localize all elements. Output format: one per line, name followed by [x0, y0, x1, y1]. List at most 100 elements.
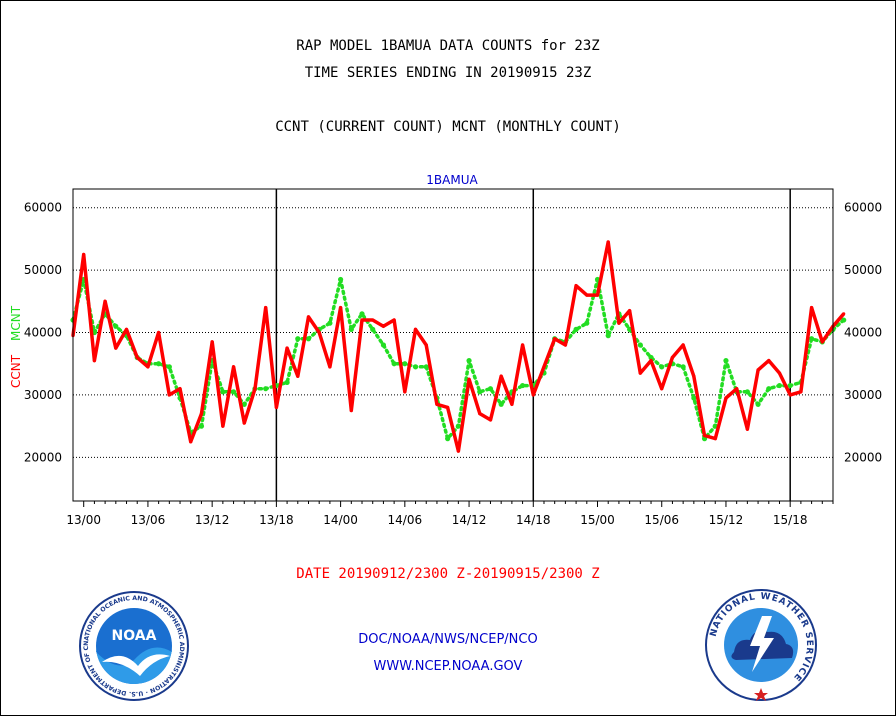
ccnt-point [124, 327, 129, 331]
mcnt-point [691, 395, 697, 401]
x-tick-label: 13/06 [131, 513, 166, 527]
chart-subtitle: CCNT (CURRENT COUNT) MCNT (MONTHLY COUNT… [275, 119, 621, 135]
y-axis-label-mcnt: MCNT [9, 305, 23, 341]
y-tick-label-right: 40000 [844, 326, 882, 340]
ccnt-point [595, 293, 600, 297]
ccnt-point [563, 343, 567, 347]
mcnt-point [402, 361, 408, 367]
ccnt-point [231, 365, 236, 369]
mcnt-point [776, 382, 783, 389]
mcnt-point [305, 336, 312, 342]
ccnt-point [681, 343, 685, 347]
ccnt-point [788, 393, 792, 397]
mcnt-point [156, 361, 162, 367]
ccnt-point [328, 365, 332, 369]
mcnt-point [348, 326, 354, 332]
plot-border [72, 188, 834, 502]
ccnt-point [306, 315, 311, 319]
ccnt-point [574, 284, 578, 288]
ccnt-point [135, 355, 139, 360]
ccnt-point [767, 359, 771, 363]
x-tick-label: 14/18 [516, 513, 551, 527]
mcnt-point [744, 389, 750, 395]
axis-layer: 20000 20000 30000 30000 40000 40000 50000 50000… [24, 201, 882, 527]
ccnt-point [242, 421, 246, 425]
mcnt-point [220, 389, 226, 395]
ccnt-point [146, 365, 150, 369]
ccnt-point [670, 355, 675, 360]
ccnt-point [756, 368, 760, 372]
mcnt-point [787, 382, 793, 389]
y-tick-label-left: 60000 [24, 201, 62, 215]
ccnt-point [381, 324, 386, 328]
y-tick-label-right: 50000 [844, 263, 882, 277]
ccnt-point [617, 321, 621, 325]
mcnt-point [412, 364, 419, 370]
ccnt-point [92, 359, 97, 363]
x-tick-label: 13/12 [195, 513, 230, 527]
ccnt-point [499, 374, 503, 378]
y-tick-label-left: 40000 [24, 326, 62, 340]
mcnt-point [766, 386, 772, 392]
x-tick-label: 13/00 [66, 513, 101, 527]
noaa-logo: NATIONAL OCEANIC AND ATMOSPHERIC ADMINIS… [78, 590, 189, 701]
x-tick-label: 14/00 [323, 513, 358, 527]
ccnt-point [649, 359, 653, 363]
ccnt-point [264, 305, 268, 310]
ccnt-point [520, 343, 525, 347]
noaa-center-text: NOAA [112, 628, 157, 644]
ccnt-point [413, 327, 418, 331]
ccnt-point [103, 299, 107, 303]
ccnt-point [456, 449, 460, 453]
ccnt-point [82, 252, 86, 257]
mcnt-point [230, 389, 237, 395]
ccnt-point [296, 374, 300, 378]
ccnt-point [285, 346, 289, 350]
website-link[interactable]: WWW.NCEP.NOAA.GOV [373, 659, 523, 674]
ccnt-point [713, 437, 717, 441]
x-tick-label: 13/18 [259, 513, 294, 527]
x-tick-label: 15/00 [580, 513, 615, 527]
ccnt-point [167, 393, 171, 397]
mcnt-point [477, 389, 483, 395]
y-tick-label-left: 20000 [24, 450, 62, 464]
y-tick-label-right: 20000 [844, 450, 882, 464]
station-label: 1BAMUA [426, 173, 478, 187]
mcnt-point [637, 342, 643, 348]
ccnt-point [178, 387, 182, 391]
ccnt-point [553, 337, 557, 341]
mcnt-point [519, 382, 526, 389]
mcnt-point [423, 364, 429, 370]
ccnt-point [317, 330, 321, 335]
series-layer [70, 240, 847, 453]
ccnt-point [531, 393, 535, 397]
mcnt-point [755, 401, 761, 407]
grid-layer [73, 189, 833, 501]
title-line-2: TIME SERIES ENDING IN 20190915 23Z [304, 65, 592, 81]
mcnt-point [498, 401, 504, 407]
ccnt-point [777, 371, 782, 375]
mcnt-point [648, 354, 654, 361]
ccnt-point [585, 293, 589, 297]
ccnt-point [606, 240, 610, 244]
ccnt-point [638, 371, 642, 375]
mcnt-point [466, 358, 472, 364]
ccnt-point [660, 387, 664, 391]
y-tick-label-left: 30000 [24, 388, 62, 402]
ccnt-point [199, 412, 204, 416]
ccnt-point [435, 402, 439, 406]
mcnt-point [391, 361, 397, 367]
x-tick-label: 14/06 [388, 513, 423, 527]
ccnt-point [478, 412, 482, 416]
org-path: DOC/NOAA/NWS/NCEP/NCO [358, 632, 538, 647]
ccnt-point [157, 330, 161, 335]
x-tick-label: 15/06 [644, 513, 679, 527]
mcnt-point [445, 436, 451, 442]
ccnt-point [724, 396, 728, 400]
mcnt-point [808, 336, 815, 342]
mcnt-point [380, 342, 387, 348]
ccnt-point [735, 387, 739, 391]
mcnt-point [370, 326, 376, 332]
mcnt-point [198, 423, 205, 429]
